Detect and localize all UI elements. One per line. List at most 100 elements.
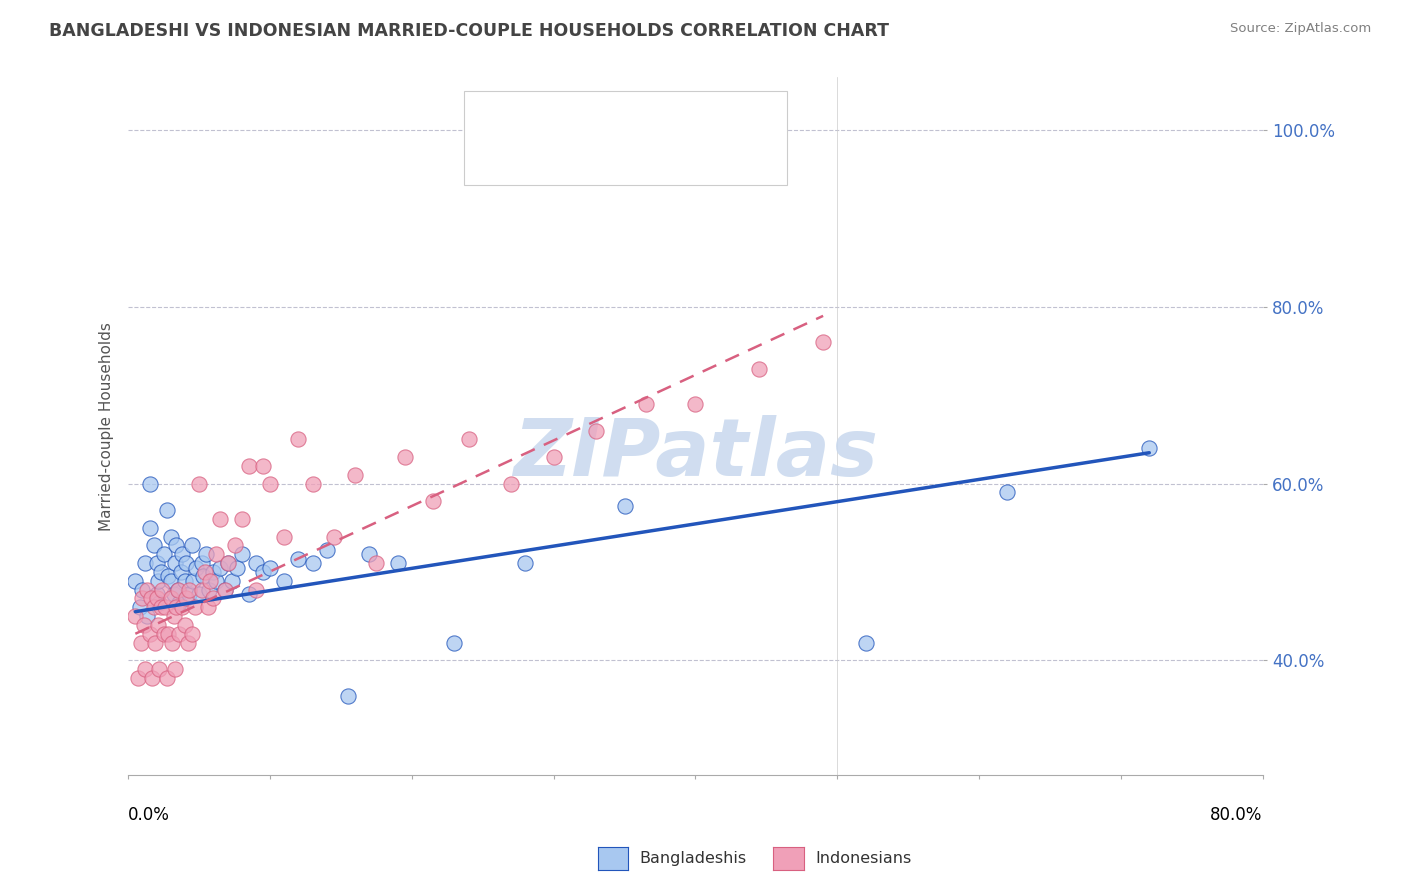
Point <box>172 547 194 561</box>
Point <box>166 600 188 615</box>
Text: Source: ZipAtlas.com: Source: ZipAtlas.com <box>1230 22 1371 36</box>
Point <box>301 476 323 491</box>
Point <box>127 671 149 685</box>
Point <box>252 458 274 473</box>
Point <box>155 671 177 685</box>
Text: BANGLADESHI VS INDONESIAN MARRIED-COUPLE HOUSEHOLDS CORRELATION CHART: BANGLADESHI VS INDONESIAN MARRIED-COUPLE… <box>49 22 889 40</box>
Point <box>515 556 537 570</box>
Point <box>139 591 162 606</box>
Point <box>287 433 309 447</box>
Point <box>273 574 295 588</box>
Point <box>167 582 190 597</box>
Point <box>224 538 246 552</box>
Point <box>132 618 155 632</box>
Point <box>145 591 167 606</box>
Point <box>259 560 281 574</box>
Point <box>160 635 183 649</box>
Point <box>179 587 201 601</box>
Point <box>170 565 193 579</box>
Point <box>193 569 215 583</box>
Point <box>315 542 337 557</box>
Point <box>634 397 657 411</box>
Point <box>155 503 177 517</box>
Text: Bangladeshis: Bangladeshis <box>640 851 747 865</box>
Point <box>176 591 198 606</box>
Point <box>162 609 184 624</box>
Point <box>159 591 181 606</box>
Point <box>149 565 172 579</box>
Point <box>124 574 146 588</box>
Point <box>209 512 232 526</box>
Point <box>613 499 636 513</box>
Point <box>202 565 225 579</box>
Point <box>148 662 170 676</box>
Point <box>217 556 239 570</box>
Point <box>148 596 170 610</box>
Point <box>138 476 160 491</box>
Point <box>177 635 200 649</box>
Point <box>143 635 166 649</box>
Point <box>202 591 225 606</box>
Point <box>748 362 770 376</box>
Point <box>394 450 416 465</box>
Point <box>183 574 205 588</box>
Point <box>217 556 239 570</box>
Point <box>191 582 214 597</box>
Point <box>273 530 295 544</box>
Point <box>366 556 388 570</box>
Point <box>685 397 707 411</box>
Point <box>163 662 186 676</box>
Point <box>997 485 1019 500</box>
Text: 0.0%: 0.0% <box>128 806 170 824</box>
Point <box>169 626 191 640</box>
Point <box>166 538 188 552</box>
Point <box>174 618 197 632</box>
Point <box>149 600 172 615</box>
Point <box>214 582 236 597</box>
Point <box>159 530 181 544</box>
Point <box>181 538 204 552</box>
Point <box>124 609 146 624</box>
Point <box>543 450 565 465</box>
Point <box>188 476 211 491</box>
Text: 80.0%: 80.0% <box>1211 806 1263 824</box>
Point <box>134 662 156 676</box>
Point <box>145 556 167 570</box>
Text: Indonesians: Indonesians <box>815 851 911 865</box>
Point <box>128 600 150 615</box>
Point <box>145 587 167 601</box>
Point <box>344 467 367 482</box>
Point <box>322 530 344 544</box>
Point <box>221 574 243 588</box>
Point <box>191 556 214 570</box>
Point <box>169 596 191 610</box>
Point <box>245 556 267 570</box>
Point <box>179 582 201 597</box>
Point <box>259 476 281 491</box>
Point <box>172 600 194 615</box>
Point <box>443 635 465 649</box>
Point <box>197 600 219 615</box>
Point <box>231 547 253 561</box>
Point <box>156 569 179 583</box>
Point <box>135 582 157 597</box>
Point <box>252 565 274 579</box>
Y-axis label: Married-couple Households: Married-couple Households <box>100 322 114 531</box>
Point <box>131 591 153 606</box>
Point <box>142 538 165 552</box>
Point <box>198 582 221 597</box>
Point <box>811 335 834 350</box>
Point <box>146 574 169 588</box>
Point <box>150 582 173 597</box>
Point <box>195 547 218 561</box>
Point <box>214 582 236 597</box>
Point <box>156 626 179 640</box>
Point <box>855 635 877 649</box>
Point <box>138 521 160 535</box>
Point <box>167 582 190 597</box>
Point <box>135 609 157 624</box>
Point <box>146 618 169 632</box>
Point <box>129 635 152 649</box>
Point <box>153 600 176 615</box>
Point <box>226 560 249 574</box>
